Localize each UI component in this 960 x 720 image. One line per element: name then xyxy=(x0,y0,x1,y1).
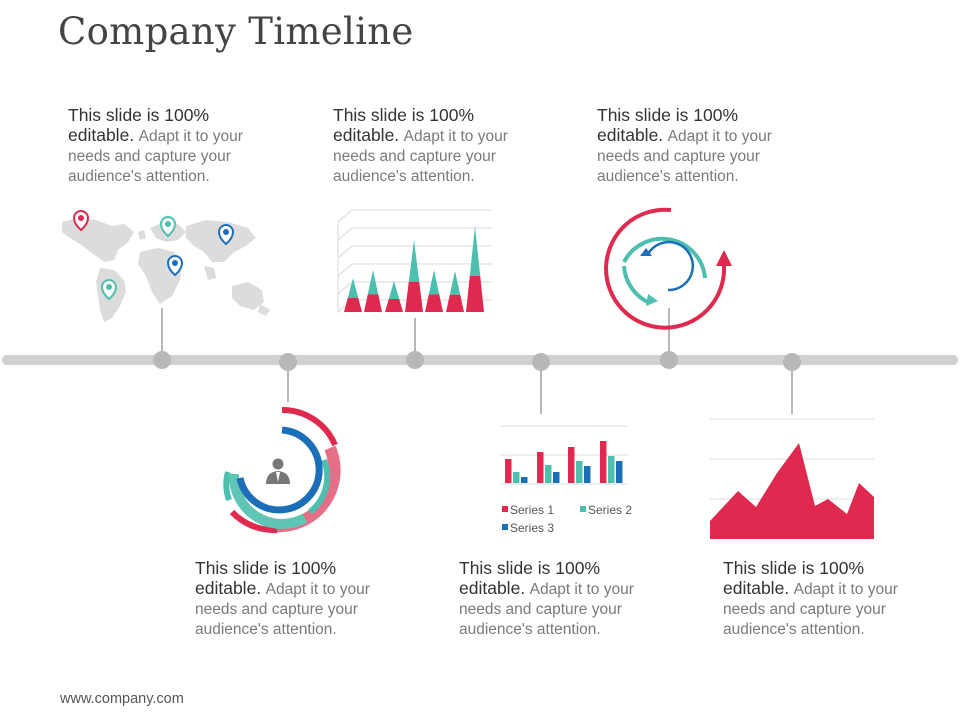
clustered-bar-chart-graphic: Series 1 Series 2 Series 3 xyxy=(500,425,632,535)
cone-top xyxy=(428,270,440,295)
text-block-5: This slide is 100% editable. Adapt it to… xyxy=(459,558,664,640)
text-block-6: This slide is 100% editable. Adapt it to… xyxy=(723,558,928,640)
bar xyxy=(608,456,615,483)
text-block-1: This slide is 100% editable. Adapt it to… xyxy=(68,105,273,187)
text-line: audience's attention. xyxy=(195,621,337,638)
text-line: needs and capture your xyxy=(459,601,622,618)
text-line: needs and capture your xyxy=(195,601,358,618)
legend-swatch-series2 xyxy=(580,506,586,512)
bar xyxy=(505,459,512,483)
map-pin-icon xyxy=(217,224,235,246)
footer-url: www.company.com xyxy=(60,691,184,707)
text-line: needs and capture your xyxy=(333,148,496,165)
timeline-dot-3 xyxy=(406,351,424,369)
cone-base xyxy=(385,298,403,312)
bar xyxy=(584,466,591,483)
cone-base xyxy=(364,294,382,312)
legend-swatch-series1 xyxy=(502,506,508,512)
bar xyxy=(616,461,623,483)
text-lead: Adapt it to your xyxy=(793,581,898,598)
cone-base xyxy=(425,294,443,312)
text-block-2: This slide is 100% editable. Adapt it to… xyxy=(333,105,538,187)
cone-base xyxy=(405,281,423,312)
cone-top xyxy=(408,240,420,282)
text-headline: This slide is 100% xyxy=(723,558,865,578)
text-line: audience's attention. xyxy=(68,168,210,185)
text-line: needs and capture your xyxy=(723,601,886,618)
text-line: audience's attention. xyxy=(459,621,601,638)
refresh-cycle-icon xyxy=(604,207,732,330)
cone-top xyxy=(367,270,379,295)
text-lead: Adapt it to your xyxy=(403,128,508,145)
legend-swatch-series3 xyxy=(502,524,508,530)
timeline-bar xyxy=(2,355,958,365)
legend-series3: Series 3 xyxy=(510,521,554,535)
text-line: audience's attention. xyxy=(333,168,475,185)
bar xyxy=(545,465,552,483)
text-line: needs and capture your xyxy=(68,148,231,165)
text-lead: Adapt it to your xyxy=(138,128,243,145)
text-block-3: This slide is 100% editable. Adapt it to… xyxy=(597,105,802,187)
text-block-4: This slide is 100% editable. Adapt it to… xyxy=(195,558,400,640)
timeline-dot-4 xyxy=(532,353,550,371)
text-line: needs and capture your xyxy=(597,148,760,165)
text-lead: Adapt it to your xyxy=(667,128,772,145)
text-bold: editable. xyxy=(459,578,526,598)
bar xyxy=(521,477,528,483)
timeline-connectors xyxy=(161,308,793,414)
text-bold: editable. xyxy=(723,578,790,598)
timeline-dot-6 xyxy=(783,353,801,371)
map-pin-icon xyxy=(100,279,118,301)
cone-top xyxy=(388,281,400,299)
text-headline: This slide is 100% xyxy=(68,105,210,125)
text-headline: This slide is 100% xyxy=(195,558,337,578)
area-chart-graphic xyxy=(710,418,874,539)
text-line: audience's attention. xyxy=(597,168,739,185)
cone-base xyxy=(344,297,362,312)
text-bold: editable. xyxy=(195,578,262,598)
cone-chart-graphic xyxy=(337,209,492,313)
map-pin-icon xyxy=(166,255,184,277)
timeline-dots xyxy=(153,351,801,371)
legend-series2: Series 2 xyxy=(588,503,632,517)
map-pin-icon xyxy=(72,210,90,232)
donut-rings-graphic xyxy=(223,406,341,534)
page-title: Company Timeline xyxy=(58,10,414,53)
map-pin-icon xyxy=(159,216,177,238)
bar xyxy=(576,461,583,483)
bar xyxy=(553,472,560,483)
bar xyxy=(537,452,544,483)
cone-base xyxy=(446,294,464,312)
cone-base xyxy=(466,275,484,312)
timeline-dot-1 xyxy=(153,351,171,369)
text-lead: Adapt it to your xyxy=(265,581,370,598)
text-bold: editable. xyxy=(333,125,400,145)
text-bold: editable. xyxy=(597,125,664,145)
text-bold: editable. xyxy=(68,125,135,145)
bar xyxy=(600,441,607,483)
text-lead: Adapt it to your xyxy=(529,581,634,598)
text-headline: This slide is 100% xyxy=(333,105,475,125)
bar xyxy=(513,472,520,483)
cone-top xyxy=(469,226,481,276)
cone-top xyxy=(449,271,461,295)
timeline-dot-2 xyxy=(279,353,297,371)
user-icon xyxy=(266,458,290,484)
cone-top xyxy=(347,278,359,298)
text-line: audience's attention. xyxy=(723,621,865,638)
bar xyxy=(568,447,575,483)
text-headline: This slide is 100% xyxy=(597,105,739,125)
legend-series1: Series 1 xyxy=(510,503,554,517)
timeline-dot-5 xyxy=(660,351,678,369)
text-headline: This slide is 100% xyxy=(459,558,601,578)
